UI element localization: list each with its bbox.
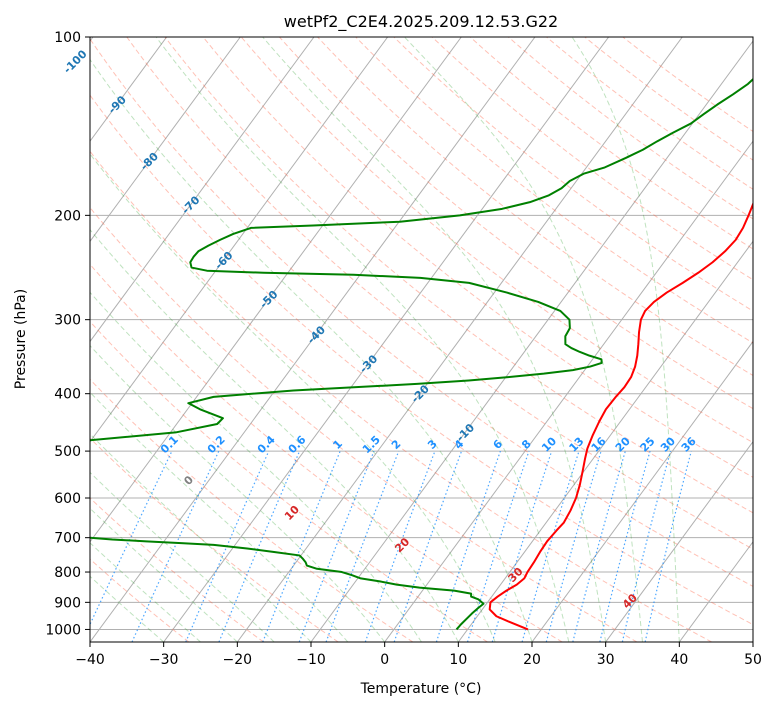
- moist-adiabat-line: [90, 433, 312, 642]
- isotherm-line: [90, 37, 168, 143]
- dry-adiabat-line: [317, 37, 753, 377]
- mixing-ratio-line: [325, 450, 400, 642]
- dry-adiabat-line: [90, 150, 712, 642]
- dry-adiabat-line: [393, 37, 753, 312]
- profiles: [90, 77, 753, 631]
- moist-adiabat-line: [571, 37, 680, 642]
- x-tick-label: 10: [449, 652, 467, 668]
- moist-adiabat-line: [90, 228, 459, 642]
- isotherm-line: [310, 40, 753, 642]
- dry-adiabat-line: [164, 37, 753, 514]
- mixing-ratio-line: [185, 450, 270, 642]
- isotherm-line: [605, 440, 753, 642]
- moist-adiabat-line: [90, 291, 422, 642]
- isotherm-line: [531, 340, 753, 642]
- x-tick-label: −20: [223, 652, 253, 668]
- chart-title: wetPf2_C2E4.2025.209.12.53.G22: [284, 12, 558, 32]
- mixing-ratio-line: [572, 450, 626, 642]
- x-tick-label: 0: [380, 652, 389, 668]
- x-tick-label: −40: [75, 652, 105, 668]
- pressure-gridlines: [90, 37, 753, 630]
- mixing-ratio-line: [393, 450, 463, 642]
- y-tick-label: 800: [54, 565, 81, 581]
- y-tick-label: 500: [54, 444, 81, 460]
- y-tick-label: 400: [54, 387, 81, 403]
- y-tick-label: 600: [54, 491, 81, 507]
- x-tick-label: 40: [670, 652, 688, 668]
- mixing-ratio-line: [621, 450, 672, 642]
- x-axis-label: Temperature (°C): [360, 681, 482, 697]
- mixing-ratio-line: [466, 450, 530, 642]
- y-axis-label: Pressure (hPa): [13, 289, 29, 389]
- isotherm-line: [90, 37, 389, 443]
- x-tick-label: 50: [744, 652, 762, 668]
- y-tick-label: 100: [54, 30, 81, 46]
- x-tick-label: 20: [523, 652, 541, 668]
- mixing-ratio-line: [262, 450, 341, 642]
- mixing-ratio-line: [364, 450, 436, 642]
- mixing-ratio-line: [644, 450, 692, 642]
- x-axis: −40 −30 −20 −10 0 10 20 30 40 50: [75, 642, 762, 668]
- moist-adiabat-line: [262, 37, 607, 642]
- dry-adiabat-line: [90, 38, 753, 587]
- x-tick-label: −10: [296, 652, 326, 668]
- moist-adiabat-line: [90, 58, 533, 642]
- mixing-ratio-line: [298, 450, 375, 642]
- mixing-ratio-line: [545, 450, 602, 642]
- isotherm-line: [384, 140, 753, 642]
- isotherm-line: [90, 37, 315, 343]
- dry-adiabat-line: [90, 206, 638, 642]
- mixing-ratio-line: [521, 450, 580, 642]
- y-tick-label: 300: [54, 313, 81, 329]
- x-tick-label: 30: [597, 652, 615, 668]
- y-tick-label: 200: [54, 208, 81, 224]
- moist-adiabat-line: [404, 37, 643, 642]
- dry-adiabat-line: [90, 558, 190, 642]
- dry-adiabat-line: [126, 37, 753, 550]
- mixing-ratio-line: [218, 450, 301, 642]
- dry-adiabat-line: [90, 94, 753, 626]
- y-tick-label: 700: [54, 531, 81, 547]
- moist-adiabat-line: [90, 391, 349, 642]
- dry-adiabat-line: [90, 378, 414, 642]
- isotherm-line: [90, 37, 536, 642]
- dry-adiabat-line: [279, 37, 753, 410]
- dewpoint-profile: [90, 77, 753, 631]
- isotherm-line: [163, 37, 610, 642]
- isotherm-line: [90, 37, 241, 243]
- mixing-ratio-line: [599, 450, 651, 642]
- y-tick-label: 1000: [45, 622, 81, 638]
- isotherm-line: [457, 240, 753, 642]
- moist-adiabat-line: [155, 37, 570, 642]
- y-tick-label: 900: [54, 595, 81, 611]
- moist-adiabat-line: [90, 153, 496, 642]
- isotherm-line: [236, 37, 683, 642]
- mixing-ratio-line: [435, 450, 501, 642]
- plot-frame: [89, 36, 754, 643]
- y-axis: 100 200 300 400 500 600 700 800 900 1000: [45, 30, 90, 638]
- temperature-profile: [488, 201, 753, 631]
- x-tick-label: −30: [149, 652, 179, 668]
